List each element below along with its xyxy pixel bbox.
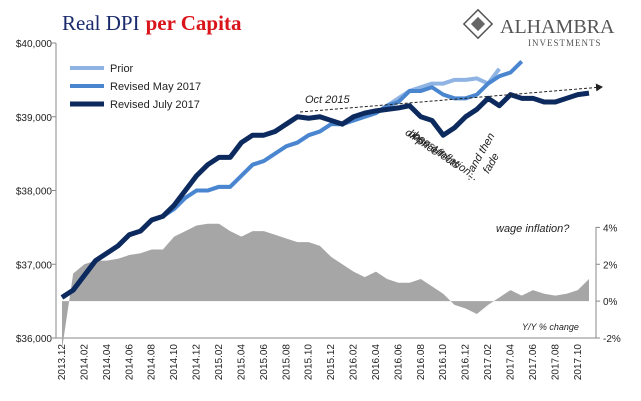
y-tick-label: $38,000 bbox=[16, 187, 53, 198]
x-tick-label: 2017.02 bbox=[483, 344, 494, 381]
x-tick-label: 2013.12 bbox=[57, 344, 68, 381]
y2-tick-label: 0% bbox=[603, 297, 618, 308]
x-tick-label: 2015.10 bbox=[304, 344, 315, 381]
x-tick-label: 2016.10 bbox=[438, 344, 449, 381]
legend-label: Revised May 2017 bbox=[110, 81, 201, 93]
logo-name: ALHAMBRA bbox=[500, 16, 615, 38]
x-tick-label: 2016.08 bbox=[416, 344, 427, 381]
x-tick-label: 2015.02 bbox=[214, 344, 225, 381]
line bbox=[60, 90, 590, 300]
x-tick-label: 2014.04 bbox=[102, 344, 113, 381]
x-tick-label: 2016.06 bbox=[393, 344, 404, 381]
x-tick-label: 2015.12 bbox=[326, 344, 337, 381]
title-part: Real DPI bbox=[62, 11, 140, 35]
x-tick-label: 2017.08 bbox=[550, 344, 561, 381]
x-tick-label: 2015.08 bbox=[281, 344, 292, 381]
y-tick-label: $39,000 bbox=[16, 113, 53, 124]
logo-sub: INVESTMENTS bbox=[528, 38, 602, 48]
x-tick-label: 2017.10 bbox=[573, 344, 584, 381]
x-tick-label: 2016.02 bbox=[349, 344, 360, 381]
y2-tick-label: -2% bbox=[603, 334, 621, 345]
y2-tick-label: 4% bbox=[603, 223, 618, 234]
y-tick-label: $40,000 bbox=[16, 39, 53, 50]
x-tick-label: 2014.12 bbox=[192, 344, 203, 381]
x-tick-label: 2014.08 bbox=[147, 344, 158, 381]
y-tick-label: $37,000 bbox=[16, 260, 53, 271]
y-tick-label: $36,000 bbox=[16, 334, 53, 345]
x-tick-label: 2015.04 bbox=[236, 344, 247, 381]
legend-label: Prior bbox=[110, 63, 134, 75]
annotation: Y/Y % change bbox=[522, 322, 579, 332]
annotation: Oct 2015 bbox=[305, 94, 351, 106]
x-tick-label: 2017.06 bbox=[528, 344, 539, 381]
x-tick-label: 2016.04 bbox=[371, 344, 382, 381]
legend-label: Revised July 2017 bbox=[110, 99, 200, 111]
y2-tick-label: 2% bbox=[603, 260, 618, 271]
x-tick-label: 2017.04 bbox=[506, 344, 517, 381]
x-tick-label: 2016.12 bbox=[461, 344, 472, 381]
chart-title: Real DPI per Capita bbox=[62, 11, 242, 35]
logo-icon bbox=[462, 8, 494, 40]
x-tick-label: 2015.06 bbox=[259, 344, 270, 381]
logo-icon bbox=[470, 16, 486, 32]
trend-arrow bbox=[299, 83, 603, 113]
logo: ALHAMBRA INVESTMENTS bbox=[462, 8, 615, 48]
x-tick-label: 2014.02 bbox=[79, 344, 90, 381]
x-tick-label: 2014.10 bbox=[169, 344, 180, 381]
x-tick-label: 2014.06 bbox=[124, 344, 135, 381]
area bbox=[62, 223, 589, 350]
title-part: per Capita bbox=[146, 11, 242, 35]
annotation: wage inflation? bbox=[496, 223, 570, 235]
